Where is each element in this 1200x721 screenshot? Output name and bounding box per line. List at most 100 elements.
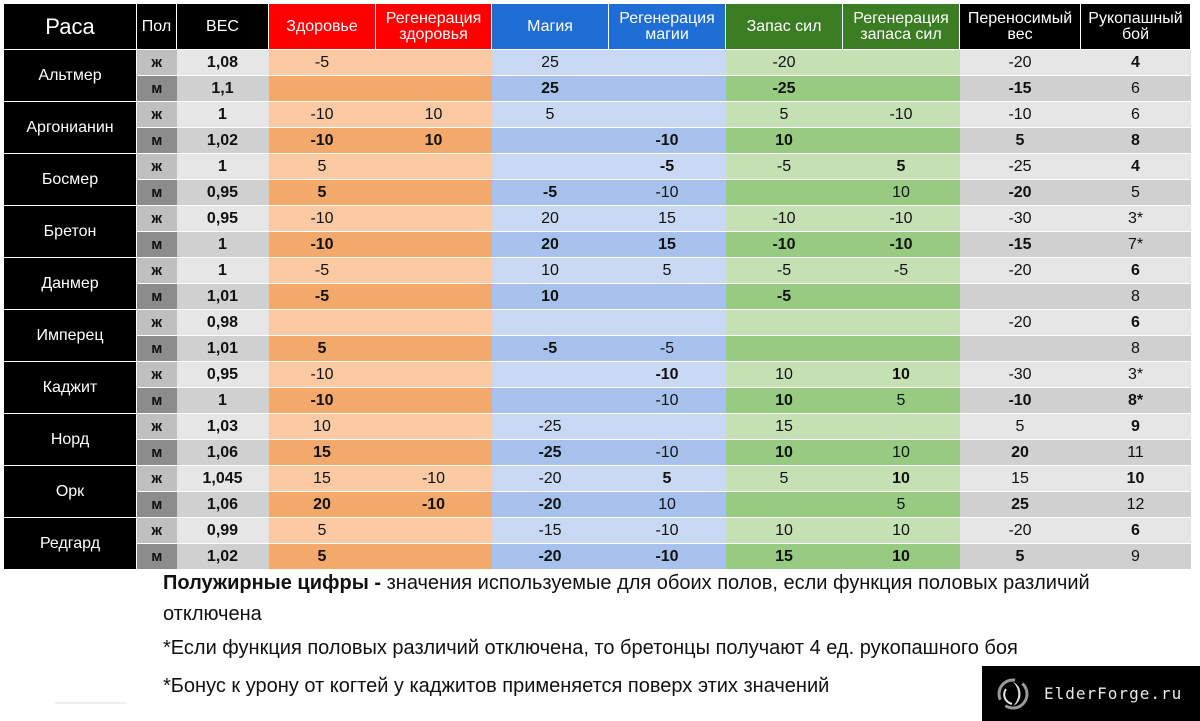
cell-stamina: 10	[725, 387, 843, 414]
cell-hand-to-hand: 8*	[1080, 387, 1191, 414]
cell-magic	[491, 387, 609, 414]
header-health-regen: Регенерация здоровья	[375, 3, 492, 50]
cell-carry-weight: -15	[959, 75, 1081, 102]
cell-magic: -20	[491, 465, 609, 492]
cell-carry-weight: -10	[959, 101, 1081, 128]
cell-health-regen: 10	[375, 127, 492, 154]
cell-stamina: -25	[725, 75, 843, 102]
cell-sex: м	[136, 439, 177, 466]
cell-stamina: 15	[725, 543, 843, 570]
cell-health-regen: 10	[375, 101, 492, 128]
race-name: Альтмер	[3, 49, 137, 102]
cell-hand-to-hand: 3*	[1080, 361, 1191, 388]
cell-sex: м	[136, 179, 177, 206]
cell-health: 10	[268, 413, 376, 440]
cell-magic-regen	[608, 75, 726, 102]
race-name: Норд	[3, 413, 137, 466]
cell-weight: 1,08	[176, 49, 269, 76]
cell-stamina-regen: -10	[842, 231, 960, 258]
cell-stamina: 5	[725, 101, 843, 128]
cell-stamina: -5	[725, 257, 843, 284]
cell-health-regen	[375, 309, 492, 336]
cell-health	[268, 309, 376, 336]
header-hand-to-hand: Рукопашный бой	[1080, 3, 1191, 50]
cell-magic: -15	[491, 517, 609, 544]
cell-health-regen	[375, 179, 492, 206]
header-weight: ВЕС	[176, 3, 269, 50]
cell-weight: 1	[176, 101, 269, 128]
cell-weight: 1	[176, 387, 269, 414]
cell-health: 5	[268, 517, 376, 544]
race-name: Имперец	[3, 309, 137, 362]
cell-health-regen	[375, 387, 492, 414]
cell-weight: 1,045	[176, 465, 269, 492]
cell-carry-weight: -20	[959, 179, 1081, 206]
cell-magic-regen: 15	[608, 231, 726, 258]
header-stamina: Запас сил	[725, 3, 843, 50]
footnotes: Полужирные цифры - значения используемые…	[163, 568, 1183, 702]
cell-magic-regen: -10	[608, 127, 726, 154]
cell-magic-regen: -10	[608, 387, 726, 414]
table-row: м 1,06 15 -25 -10 10 10 20 11	[4, 439, 1191, 466]
cell-stamina-regen: 10	[842, 439, 960, 466]
header-carry-weight: Переносимый вес	[959, 3, 1081, 50]
footnote-breton: *Если функция половых различий отключена…	[163, 637, 1018, 659]
cell-magic-regen: -10	[608, 179, 726, 206]
cell-stamina-regen: -5	[842, 257, 960, 284]
cell-sex: м	[136, 543, 177, 570]
cell-carry-weight	[959, 335, 1081, 362]
cell-carry-weight: -20	[959, 49, 1081, 76]
cell-sex: м	[136, 283, 177, 310]
cell-stamina-regen	[842, 335, 960, 362]
cell-magic-regen: 5	[608, 257, 726, 284]
cell-stamina: -10	[725, 205, 843, 232]
cell-magic: -5	[491, 179, 609, 206]
cell-health: -10	[268, 361, 376, 388]
cell-magic-regen: 15	[608, 205, 726, 232]
cell-carry-weight: 5	[959, 543, 1081, 570]
cell-health-regen: -10	[375, 465, 492, 492]
cell-magic: -20	[491, 491, 609, 518]
cell-magic: -5	[491, 335, 609, 362]
cell-hand-to-hand: 8	[1080, 283, 1191, 310]
cell-weight: 1,06	[176, 491, 269, 518]
table-body: Альтмер ж 1,08 -5 25 -20 -20 4 м 1,1 25 -25 -15 6 Арго…	[3, 49, 1191, 570]
cell-magic: 5	[491, 101, 609, 128]
cell-health-regen	[375, 257, 492, 284]
cell-weight: 1	[176, 231, 269, 258]
cell-carry-weight: 25	[959, 491, 1081, 518]
race-name: Редгард	[3, 517, 137, 570]
table-row: Каджит ж 0,95 -10 -10 10 10 -30 3*	[3, 361, 1191, 414]
cell-health-regen	[375, 335, 492, 362]
cell-carry-weight: -20	[959, 517, 1081, 544]
race-name: Данмер	[3, 257, 137, 310]
cell-magic: 25	[491, 75, 609, 102]
logo-text: ElderForge.ru	[1044, 684, 1183, 703]
cell-stamina-regen: -10	[842, 101, 960, 128]
cell-carry-weight: -15	[959, 231, 1081, 258]
cell-magic-regen: -10	[608, 361, 726, 388]
footnote-khajiit: *Бонус к урону от когтей у каджитов прим…	[163, 675, 830, 697]
cell-weight: 1,1	[176, 75, 269, 102]
site-logo[interactable]: ElderForge.ru	[982, 666, 1200, 721]
cell-stamina-regen: 10	[842, 361, 960, 388]
cell-carry-weight: -30	[959, 361, 1081, 388]
cell-health: -10	[268, 127, 376, 154]
table-row: м 1,02 -10 10 -10 10 5 8	[4, 127, 1191, 154]
cell-hand-to-hand: 6	[1080, 101, 1191, 128]
cell-sex: м	[136, 75, 177, 102]
cell-sex: ж	[136, 101, 177, 128]
table-row: м 1 -10 -10 10 5 -10 8*	[4, 387, 1191, 414]
cell-hand-to-hand: 3*	[1080, 205, 1191, 232]
cell-hand-to-hand: 4	[1080, 153, 1191, 180]
cell-stamina	[725, 179, 843, 206]
cell-health-regen	[375, 439, 492, 466]
cell-magic	[491, 309, 609, 336]
cell-health	[268, 75, 376, 102]
cell-stamina	[725, 491, 843, 518]
cell-stamina-regen: 5	[842, 491, 960, 518]
table-row: Бретон ж 0,95 -10 20 15 -10 -10 -30 3*	[3, 205, 1191, 258]
footnote-bold-legend: Полужирные цифры - значения используемые…	[163, 568, 1183, 630]
cell-sex: ж	[136, 309, 177, 336]
cell-stamina: 10	[725, 361, 843, 388]
